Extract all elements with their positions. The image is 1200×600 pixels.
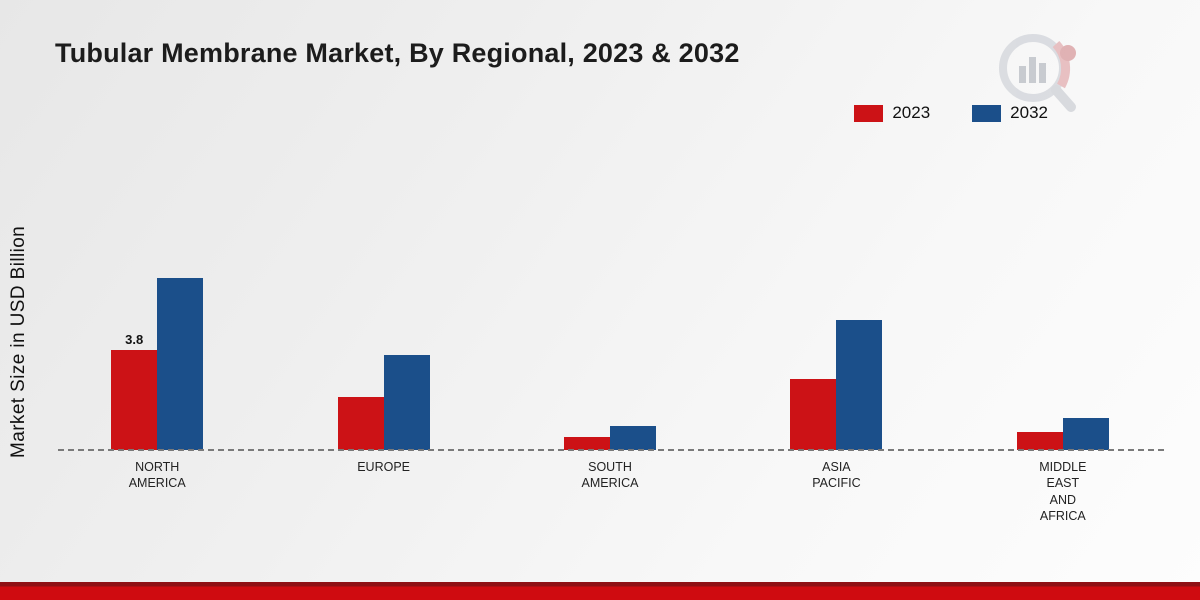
footer-band <box>0 582 1200 600</box>
brand-logo-icon <box>999 34 1076 112</box>
bar-2023-europe <box>337 397 384 450</box>
bar-wrap-2023 <box>1016 432 1063 450</box>
bar-2032-south-america <box>610 426 657 450</box>
bar-2023-asia-pacific <box>790 379 837 450</box>
bar-wrap-2032 <box>610 426 657 450</box>
bar-group-2 <box>270 0 496 450</box>
category-col-1: NORTH AMERICA <box>44 459 270 524</box>
bar-2023-south-america <box>564 437 611 450</box>
bar-group-3 <box>497 0 723 450</box>
legend-item-2032: 2032 <box>972 103 1048 123</box>
bar-2032-middle-east-and-africa <box>1062 418 1109 450</box>
category-axis: NORTH AMERICA EUROPE SOUTH AMERICA ASIA PAC… <box>44 459 1176 524</box>
bar-wrap-2032 <box>1062 418 1109 450</box>
bar-value-label: 3.8 <box>125 332 144 347</box>
bar-group-5 <box>950 0 1176 450</box>
bar-wrap-2032 <box>157 278 204 450</box>
bar-wrap-2032 <box>383 355 430 450</box>
legend-label: 2023 <box>892 103 931 122</box>
bar-2023-middle-east-and-africa <box>1016 432 1063 450</box>
bar-wrap-2023 <box>790 379 837 450</box>
bar-2023-north-america <box>111 350 158 450</box>
legend-swatch-icon <box>854 104 884 122</box>
bar-2032-europe <box>383 355 430 450</box>
legend-item-2023: 2023 <box>854 103 930 123</box>
category-label: MIDDLE EAST AND AFRICA <box>1039 460 1087 523</box>
category-label: EUROPE <box>357 460 410 474</box>
bar-2032-asia-pacific <box>836 320 883 450</box>
bar-wrap-2032 <box>836 320 883 450</box>
plot-area: 3.8 <box>44 0 1176 450</box>
legend: 2023 2032 <box>854 103 1048 123</box>
category-col-2: EUROPE <box>270 459 496 524</box>
bar-wrap-2023 <box>337 397 384 450</box>
bar-2032-north-america <box>157 278 204 450</box>
legend-label: 2032 <box>1010 103 1048 122</box>
legend-swatch-icon <box>972 104 1002 122</box>
category-col-4: ASIA PACIFIC <box>723 459 949 524</box>
bar-wrap-2023: 3.8 <box>111 332 158 450</box>
y-axis-label: Market Size in USD Billion <box>8 225 29 458</box>
bar-group-4 <box>723 0 949 450</box>
bar-wrap-2023 <box>564 437 611 450</box>
chart-title: Tubular Membrane Market, By Regional, 20… <box>55 38 740 68</box>
category-label: NORTH AMERICA <box>128 460 186 491</box>
bar-group-1: 3.8 <box>44 0 270 450</box>
category-label: SOUTH AMERICA <box>581 460 639 491</box>
category-col-5: MIDDLE EAST AND AFRICA <box>950 459 1176 524</box>
x-axis-baseline <box>58 449 1164 451</box>
category-label: ASIA PACIFIC <box>812 460 861 491</box>
category-col-3: SOUTH AMERICA <box>497 459 723 524</box>
